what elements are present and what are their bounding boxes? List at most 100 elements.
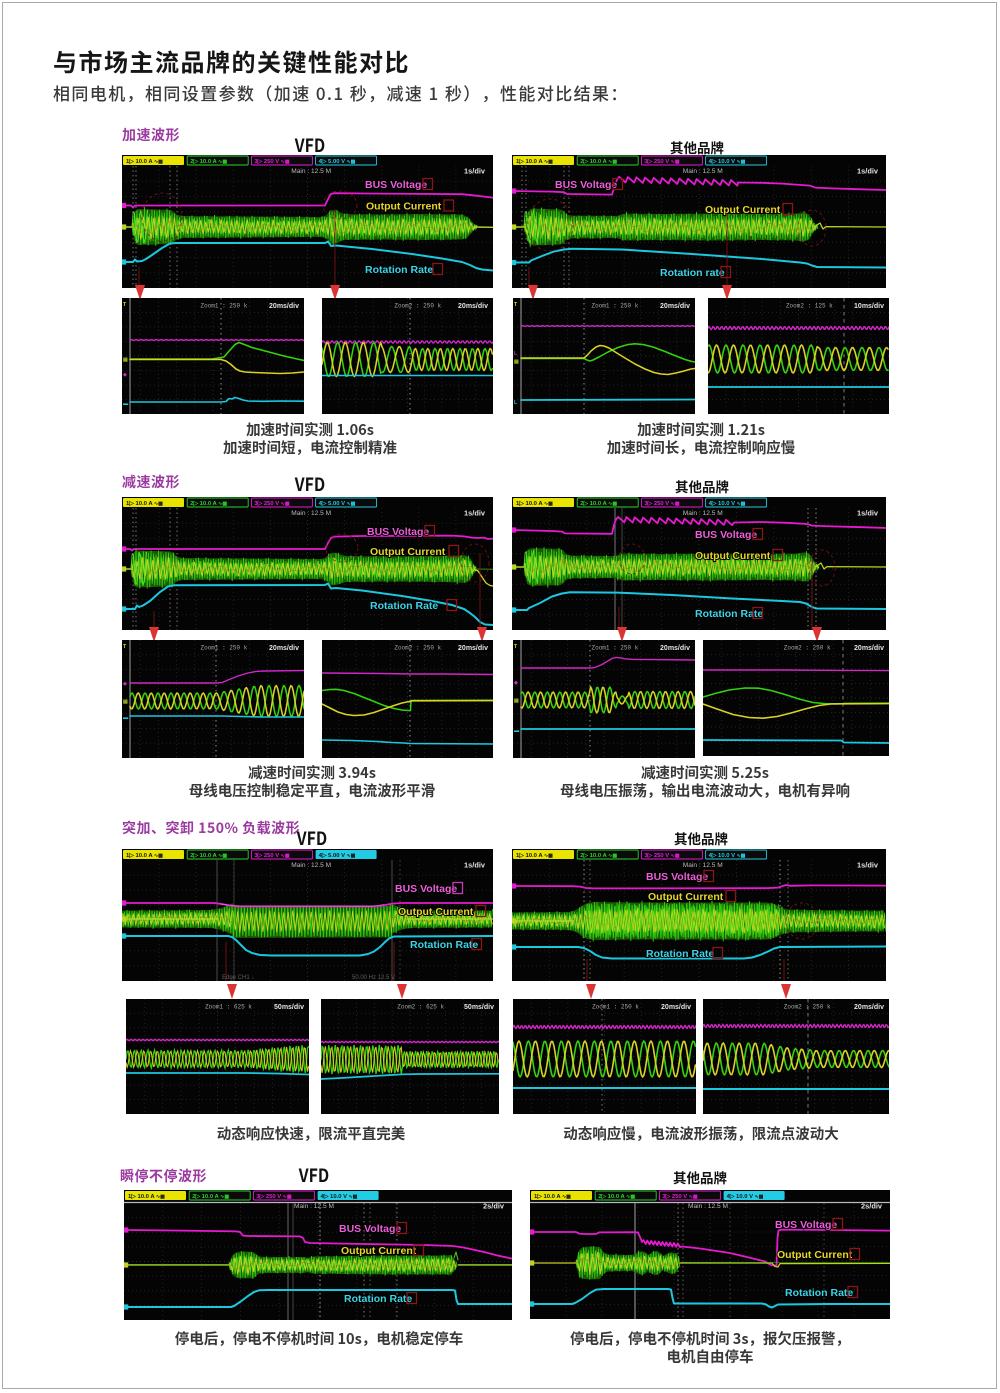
svg-text:1s/div: 1s/div <box>464 861 486 870</box>
svg-text:10ms/div: 10ms/div <box>854 303 884 310</box>
svg-text:Output Current: Output Current <box>366 201 442 213</box>
svg-text:1▷ 10.0 A ∿▩: 1▷ 10.0 A ∿▩ <box>126 500 163 507</box>
svg-text:BUS Voltage: BUS Voltage <box>395 883 457 895</box>
svg-text:Main : 12.5 M: Main : 12.5 M <box>683 168 723 175</box>
svg-text:Zoom2 : 125 k: Zoom2 : 125 k <box>786 303 833 310</box>
svg-text:Zoom1 : 250 k: Zoom1 : 250 k <box>201 645 248 652</box>
svg-text:T: T <box>123 644 127 650</box>
svg-text:Main : 12.5 M: Main : 12.5 M <box>291 510 331 517</box>
svg-text:1s/div: 1s/div <box>857 861 879 870</box>
svg-text:20ms/div: 20ms/div <box>458 645 488 652</box>
svg-text:Rotation Rate: Rotation Rate <box>785 1287 853 1299</box>
svg-text:1▷ 10.0 A ∿▩: 1▷ 10.0 A ∿▩ <box>516 852 553 859</box>
svg-text:1s/div: 1s/div <box>464 167 486 176</box>
svg-text:Main : 12.5 M: Main : 12.5 M <box>291 168 331 175</box>
svg-text:Output Current: Output Current <box>341 1245 417 1257</box>
svg-text:BUS Voltage: BUS Voltage <box>646 871 708 883</box>
svg-text:4▷ 5.00 V ∿▩: 4▷ 5.00 V ∿▩ <box>319 500 356 507</box>
svg-text:◆: ◆ <box>513 680 518 686</box>
svg-text:BUS Voltage: BUS Voltage <box>555 179 617 191</box>
svg-text:▬: ▬ <box>123 715 129 721</box>
svg-text:2▷ 10.0 A ∿▩: 2▷ 10.0 A ∿▩ <box>190 158 227 165</box>
svg-text:Zoom2 : 250 k: Zoom2 : 250 k <box>784 1004 831 1011</box>
svg-text:BUS Voltage: BUS Voltage <box>695 529 757 541</box>
svg-text:Rotation rate: Rotation rate <box>660 267 725 279</box>
svg-text:1▷ 10.0 A ∿▩: 1▷ 10.0 A ∿▩ <box>516 500 553 507</box>
svg-text:Zoom1 : 250 k: Zoom1 : 250 k <box>592 645 639 652</box>
svg-text:50ms/div: 50ms/div <box>464 1004 494 1011</box>
svg-text:2▷ 10.0 A ∿▩: 2▷ 10.0 A ∿▩ <box>580 500 617 507</box>
svg-text:Zoom2 : 250 k: Zoom2 : 250 k <box>394 645 441 652</box>
svg-text:4▷ 10.0 V ∿▩: 4▷ 10.0 V ∿▩ <box>321 1193 358 1200</box>
svg-text:Edge CH1 ↓: Edge CH1 ↓ <box>222 975 254 981</box>
svg-text:2▷ 10.0 A ∿▩: 2▷ 10.0 A ∿▩ <box>580 158 617 165</box>
svg-text:▤: ▤ <box>514 698 519 704</box>
svg-text:Rotation Rate: Rotation Rate <box>695 608 763 620</box>
svg-text:Main : 12.5 M: Main : 12.5 M <box>291 862 331 869</box>
svg-text:2▷ 10.0 A ∿▩: 2▷ 10.0 A ∿▩ <box>192 1193 229 1200</box>
svg-text:Main : 12.5 M: Main : 12.5 M <box>688 1203 728 1210</box>
svg-text:20ms/div: 20ms/div <box>854 645 884 652</box>
svg-text:3▷ 250 V ∿▩: 3▷ 250 V ∿▩ <box>254 158 289 165</box>
svg-text:4▷ 10.0 V ∿▩: 4▷ 10.0 V ∿▩ <box>709 158 746 165</box>
svg-text:Output Current: Output Current <box>695 550 771 562</box>
svg-text:3▷ 250 V ∿▩: 3▷ 250 V ∿▩ <box>644 852 679 859</box>
svg-text:3▷ 250 V ∿▩: 3▷ 250 V ∿▩ <box>256 1193 291 1200</box>
svg-text:Output Current: Output Current <box>370 546 446 558</box>
svg-text:1▷ 10.0 A ∿▩: 1▷ 10.0 A ∿▩ <box>126 852 163 859</box>
svg-text:20ms/div: 20ms/div <box>660 303 690 310</box>
svg-text:3▷ 250 V ∿▩: 3▷ 250 V ∿▩ <box>644 500 679 507</box>
svg-text:20ms/div: 20ms/div <box>661 1004 691 1011</box>
svg-text:Rotation Rate: Rotation Rate <box>646 948 714 960</box>
svg-text:▤: ▤ <box>514 359 519 365</box>
svg-text:1s/div: 1s/div <box>464 509 486 518</box>
svg-text:1s/div: 1s/div <box>857 509 879 518</box>
svg-text:◆: ◆ <box>122 372 127 378</box>
svg-text:2▷ 10.0 A ∿▩: 2▷ 10.0 A ∿▩ <box>190 852 227 859</box>
svg-text:3▷ 250 V ∿▩: 3▷ 250 V ∿▩ <box>662 1193 697 1200</box>
svg-text:▤: ▤ <box>123 699 128 705</box>
svg-text:Rotation Rate: Rotation Rate <box>410 939 478 951</box>
svg-text:2s/div: 2s/div <box>483 1202 505 1211</box>
svg-text:Rotation Rate: Rotation Rate <box>370 600 438 612</box>
svg-text:BUS Voltage: BUS Voltage <box>367 526 429 538</box>
svg-text:20ms/div: 20ms/div <box>854 1004 884 1011</box>
svg-text:L: L <box>514 351 518 357</box>
svg-text:Main : 12.5 M: Main : 12.5 M <box>294 1203 334 1210</box>
svg-text:Zoom2 : 250 k: Zoom2 : 250 k <box>784 645 831 652</box>
svg-text:1▷ 10.0 A ∿▩: 1▷ 10.0 A ∿▩ <box>534 1193 571 1200</box>
svg-text:3▷ 250 V ∿▩: 3▷ 250 V ∿▩ <box>254 852 289 859</box>
svg-text:4▷ 10.0 V ∿▩: 4▷ 10.0 V ∿▩ <box>709 852 746 859</box>
svg-text:1▷ 10.0 A ∿▩: 1▷ 10.0 A ∿▩ <box>128 1193 165 1200</box>
svg-text:2s/div: 2s/div <box>861 1202 883 1211</box>
svg-text:Rotation Rate: Rotation Rate <box>344 1293 412 1305</box>
svg-text:20ms/div: 20ms/div <box>269 303 299 310</box>
svg-text:2▷ 10.0 A ∿▩: 2▷ 10.0 A ∿▩ <box>580 852 617 859</box>
svg-text:▬: ▬ <box>123 401 129 407</box>
svg-text:BUS Voltage: BUS Voltage <box>339 1223 401 1235</box>
svg-text:Output Current: Output Current <box>705 204 781 216</box>
svg-text:L: L <box>514 400 518 406</box>
svg-text:T: T <box>514 302 518 308</box>
svg-text:4▷ 5.00 V ∿▩: 4▷ 5.00 V ∿▩ <box>319 852 356 859</box>
svg-text:BUS Voltage: BUS Voltage <box>365 179 427 191</box>
svg-text:T: T <box>123 302 127 308</box>
svg-text:Zoom1 : 250 k: Zoom1 : 250 k <box>201 303 248 310</box>
svg-text:Zoom1 : 625 k: Zoom1 : 625 k <box>205 1004 252 1011</box>
svg-text:2▷ 10.0 A ∿▩: 2▷ 10.0 A ∿▩ <box>190 500 227 507</box>
svg-text:4▷ 10.0 V ∿▩: 4▷ 10.0 V ∿▩ <box>727 1193 764 1200</box>
svg-text:50.00 Hz 12.5 V: 50.00 Hz 12.5 V <box>352 975 395 981</box>
svg-text:◆: ◆ <box>122 681 127 687</box>
svg-text:20ms/div: 20ms/div <box>458 303 488 310</box>
svg-text:1s/div: 1s/div <box>857 167 879 176</box>
svg-text:▤: ▤ <box>123 357 128 363</box>
svg-text:Output Current: Output Current <box>648 891 724 903</box>
svg-text:3▷ 250 V ∿▩: 3▷ 250 V ∿▩ <box>254 500 289 507</box>
svg-text:Zoom1 : 250 k: Zoom1 : 250 k <box>592 1004 639 1011</box>
svg-text:Zoom1 : 250 k: Zoom1 : 250 k <box>592 303 639 310</box>
svg-text:4▷ 5.00 V ∿▩: 4▷ 5.00 V ∿▩ <box>319 158 356 165</box>
svg-text:T: T <box>514 644 518 650</box>
svg-text:1▷ 10.0 A ∿▩: 1▷ 10.0 A ∿▩ <box>516 158 553 165</box>
svg-text:2▷ 10.0 A ∿▩: 2▷ 10.0 A ∿▩ <box>598 1193 635 1200</box>
svg-text:Output Current: Output Current <box>777 1249 853 1261</box>
